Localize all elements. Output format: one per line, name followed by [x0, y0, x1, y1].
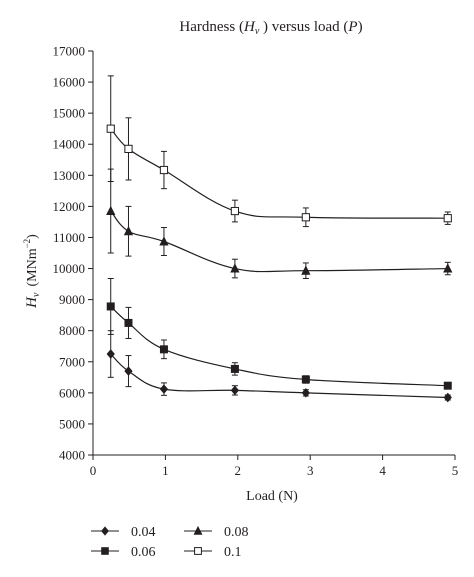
marker-open-square	[124, 144, 133, 153]
y-axis-label: Hν (MNm−2)	[22, 234, 42, 309]
y-tick-label: 11000	[53, 230, 85, 245]
marker-filled-square	[443, 381, 452, 390]
x-tick-label: 4	[379, 463, 386, 478]
x-tick-label: 0	[90, 463, 97, 478]
y-tick-label: 17000	[53, 44, 86, 59]
marker-filled-square	[124, 318, 133, 327]
legend-label: 0.08	[224, 525, 249, 540]
x-tick-label: 5	[452, 463, 459, 478]
ylabel-unit-close: )	[25, 234, 40, 239]
marker-diamond	[124, 366, 133, 376]
chart-title: Hardness (Hν ) versus load (P)	[179, 19, 362, 37]
series-line	[110, 210, 448, 273]
legend-item-0.08: 0.08	[184, 525, 249, 540]
series-0.04	[106, 330, 452, 403]
marker-open-square	[159, 165, 169, 175]
legend-item-0.04: 0.04	[91, 525, 156, 540]
ylabel-unit-exp: −2	[22, 239, 32, 249]
legend-item-0.1: 0.1	[184, 545, 242, 560]
marker-filled-square	[159, 345, 168, 354]
series-layer	[106, 75, 453, 403]
marker-triangle	[443, 263, 453, 273]
ylabel-h: H	[24, 296, 40, 309]
ylabel-h-sub: ν	[31, 292, 42, 297]
legend-label: 0.06	[131, 545, 156, 560]
marker-open-square	[443, 214, 452, 223]
title-h-sub: ν	[255, 26, 260, 37]
y-tick-label: 12000	[53, 199, 86, 214]
legend: 0.04 0.06 0.08 0.1	[91, 525, 249, 560]
title-h: H	[243, 19, 256, 35]
y-tick-label: 14000	[53, 137, 86, 152]
x-tick-label: 2	[235, 463, 242, 478]
ylabel-unit-open: (MNm	[25, 248, 40, 286]
x-axis-label: Load (N)	[246, 489, 298, 504]
y-tick-label: 15000	[53, 106, 86, 121]
series-0.08	[106, 168, 453, 279]
series-0.06	[106, 277, 452, 390]
marker-diamond	[301, 388, 310, 398]
marker-filled-square	[101, 547, 109, 555]
marker-triangle	[106, 205, 116, 216]
x-tick-label: 3	[307, 463, 314, 478]
y-tick-label: 9000	[59, 292, 85, 307]
title-suffix: )	[358, 19, 363, 35]
y-tick-label: 16000	[53, 75, 86, 90]
marker-open-square	[301, 213, 310, 222]
marker-diamond	[159, 384, 169, 394]
series-0.1	[106, 75, 452, 228]
marker-diamond	[443, 392, 452, 403]
marker-filled-square	[230, 364, 239, 373]
y-tick-label: 8000	[59, 323, 85, 338]
y-tick-label: 6000	[59, 385, 85, 400]
y-tick-label: 10000	[53, 261, 86, 276]
title-prefix: Hardness (	[179, 19, 244, 35]
marker-open-square	[194, 547, 202, 555]
y-tick-label: 4000	[59, 448, 85, 463]
legend-item-0.06: 0.06	[91, 545, 156, 560]
title-p: P	[347, 19, 357, 35]
marker-diamond	[101, 526, 109, 536]
marker-triangle	[301, 265, 311, 275]
marker-diamond	[106, 349, 115, 359]
y-tick-label: 5000	[59, 416, 85, 431]
marker-diamond	[230, 385, 240, 396]
marker-open-square	[230, 206, 240, 216]
series-line	[110, 353, 448, 399]
axes: 4000 5000 6000 7000 8000 9000 10000 11000 12000 1…	[53, 44, 459, 479]
x-tick-label: 1	[162, 463, 169, 478]
marker-filled-square	[106, 302, 115, 311]
y-tick-label: 13000	[53, 168, 86, 183]
legend-label: 0.04	[131, 525, 156, 540]
marker-triangle	[193, 525, 203, 535]
legend-label: 0.1	[224, 545, 242, 560]
marker-triangle	[230, 263, 240, 273]
marker-triangle	[159, 236, 169, 246]
y-tick-label: 7000	[59, 354, 85, 369]
marker-triangle	[123, 225, 134, 236]
marker-filled-square	[301, 375, 310, 384]
title-middle: ) versus load (	[259, 19, 348, 35]
marker-open-square	[106, 124, 115, 133]
